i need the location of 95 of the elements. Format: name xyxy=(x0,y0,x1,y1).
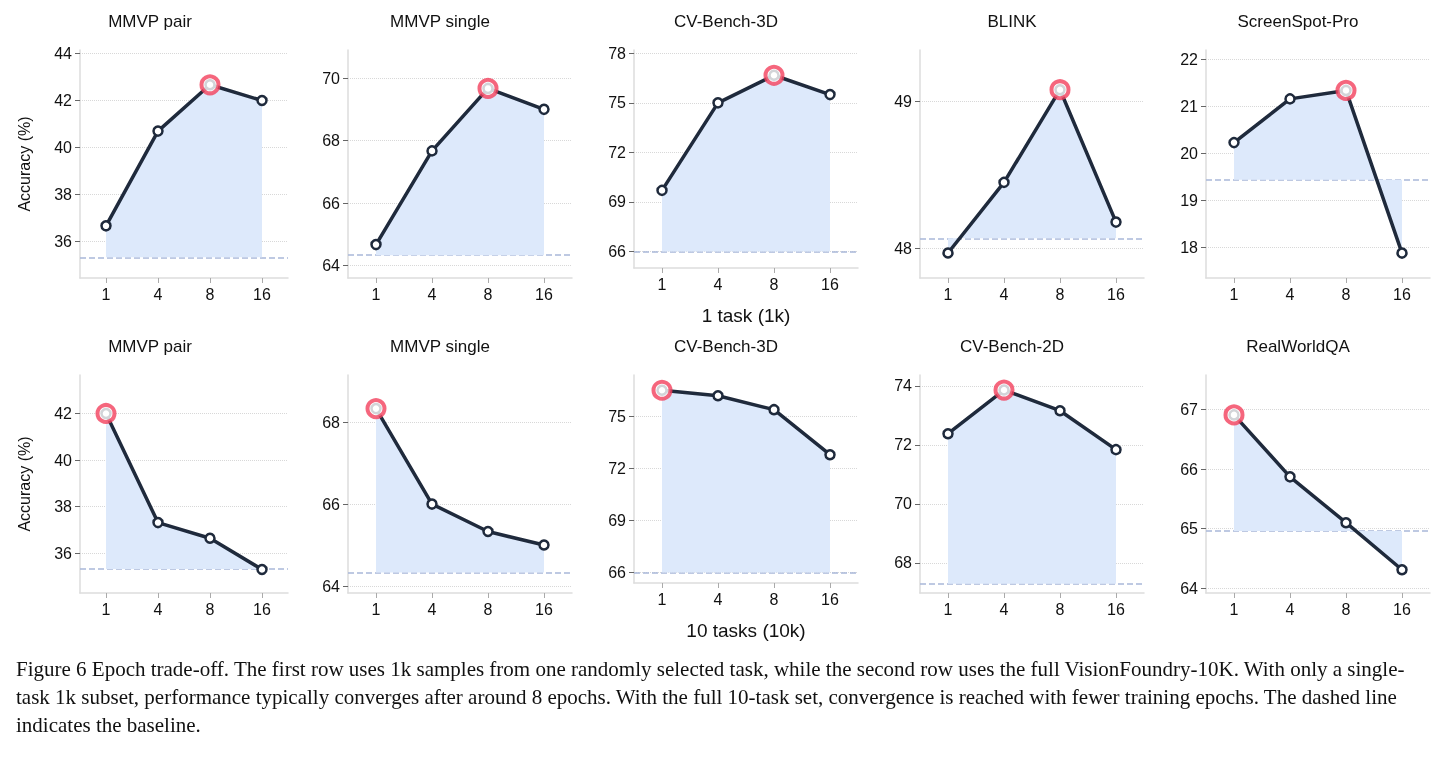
x-tick-label: 16 xyxy=(821,275,839,293)
chart-title: MMVP single xyxy=(390,12,490,31)
y-tick-label: 68 xyxy=(322,132,341,150)
x-tick-label: 8 xyxy=(205,600,215,618)
y-tick-label: 64 xyxy=(322,577,341,595)
y-tick-label: 72 xyxy=(894,436,913,454)
x-tick-label: 16 xyxy=(1393,600,1411,618)
y-tick-label: 64 xyxy=(1180,579,1199,597)
x-tick-label: 4 xyxy=(1285,285,1295,303)
x-axis-title: 10 tasks (10k) xyxy=(686,620,806,641)
x-tick-label: 1 xyxy=(943,600,953,618)
y-tick-label: 65 xyxy=(1180,520,1199,538)
x-tick-label: 1 xyxy=(1229,285,1239,303)
y-tick-label: 21 xyxy=(1180,97,1199,115)
y-tick-label: 40 xyxy=(54,451,73,469)
y-tick-label: 68 xyxy=(894,554,913,572)
y-tick-label: 75 xyxy=(608,94,627,112)
chart-title: BLINK xyxy=(987,12,1038,31)
y-tick-label: 69 xyxy=(608,193,627,211)
x-tick-label: 16 xyxy=(1107,285,1125,303)
x-tick-label: 1 xyxy=(371,600,381,618)
chart-title: RealWorldQA xyxy=(1246,337,1351,356)
x-tick-label: 1 xyxy=(371,285,381,303)
chart-title: CV-Bench-2D xyxy=(960,337,1064,356)
x-tick-label: 16 xyxy=(535,285,553,303)
y-tick-label: 75 xyxy=(608,408,627,426)
x-tick-label: 16 xyxy=(821,590,839,608)
y-tick-label: 38 xyxy=(54,186,73,204)
y-tick-label: 68 xyxy=(322,413,341,431)
x-tick-label: 4 xyxy=(427,600,437,618)
y-axis-title: Accuracy (%) xyxy=(15,116,33,212)
x-tick-label: 4 xyxy=(713,590,723,608)
y-tick-label: 42 xyxy=(54,404,73,422)
y-tick-label: 38 xyxy=(54,498,73,516)
y-tick-label: 44 xyxy=(54,45,73,63)
y-tick-label: 48 xyxy=(894,240,913,258)
x-tick-label: 8 xyxy=(1341,285,1351,303)
x-tick-label: 1 xyxy=(101,600,111,618)
x-tick-label: 4 xyxy=(999,600,1009,618)
x-tick-label: 8 xyxy=(769,275,779,293)
y-tick-label: 66 xyxy=(608,564,627,582)
y-tick-label: 36 xyxy=(54,544,73,562)
x-tick-label: 1 xyxy=(657,275,667,293)
y-tick-label: 36 xyxy=(54,233,73,251)
x-tick-label: 16 xyxy=(535,600,553,618)
y-tick-label: 72 xyxy=(608,143,627,161)
chart-title: CV-Bench-3D xyxy=(674,337,778,356)
chart-title: CV-Bench-3D xyxy=(674,12,778,31)
x-tick-label: 8 xyxy=(483,600,493,618)
y-tick-label: 66 xyxy=(1180,460,1199,478)
x-tick-label: 8 xyxy=(1055,285,1065,303)
y-tick-label: 72 xyxy=(608,460,627,478)
x-tick-label: 8 xyxy=(1055,600,1065,618)
y-tick-label: 20 xyxy=(1180,144,1199,162)
x-tick-label: 8 xyxy=(1341,600,1351,618)
x-tick-label: 4 xyxy=(153,285,163,303)
y-tick-label: 70 xyxy=(894,495,913,513)
x-tick-label: 8 xyxy=(769,590,779,608)
y-axis-title: Accuracy (%) xyxy=(15,436,33,532)
y-tick-label: 69 xyxy=(608,512,627,530)
x-tick-label: 16 xyxy=(253,600,271,618)
caption: Figure 6 Epoch trade-off. The first row uses 1k samples from one randomly selected task, while the second row uses the full VisionFoundry-10K. With only a single-task 1k subset, performance typically converges after around 8 epochs. With the full 10-task set, convergence is reached with fewer training epochs. The dashed line indicates the baseline. xyxy=(16,656,1406,739)
y-tick-label: 67 xyxy=(1180,401,1199,419)
y-tick-label: 19 xyxy=(1180,191,1199,209)
x-tick-label: 4 xyxy=(713,275,723,293)
x-tick-label: 1 xyxy=(101,285,111,303)
chart-title: MMVP single xyxy=(390,337,490,356)
x-tick-label: 16 xyxy=(1393,285,1411,303)
y-tick-label: 66 xyxy=(608,242,627,260)
x-tick-label: 4 xyxy=(999,285,1009,303)
x-tick-label: 1 xyxy=(943,285,953,303)
y-tick-label: 78 xyxy=(608,44,627,62)
y-tick-label: 70 xyxy=(322,69,341,87)
y-tick-label: 66 xyxy=(322,194,341,212)
chart-title: ScreenSpot-Pro xyxy=(1237,12,1359,31)
x-tick-label: 4 xyxy=(1285,600,1295,618)
x-tick-label: 1 xyxy=(1229,600,1239,618)
x-tick-label: 4 xyxy=(427,285,437,303)
x-axis-title: 1 task (1k) xyxy=(701,305,791,326)
y-tick-label: 40 xyxy=(54,139,73,157)
x-tick-label: 1 xyxy=(657,590,667,608)
y-tick-label: 66 xyxy=(322,495,341,513)
y-tick-label: 49 xyxy=(894,92,913,110)
y-tick-label: 74 xyxy=(894,377,913,395)
x-tick-label: 8 xyxy=(483,285,493,303)
y-tick-label: 64 xyxy=(322,257,341,275)
x-tick-label: 4 xyxy=(153,600,163,618)
chart-title: MMVP pair xyxy=(108,337,193,356)
x-tick-label: 8 xyxy=(205,285,215,303)
y-tick-label: 42 xyxy=(54,92,73,110)
x-tick-label: 16 xyxy=(253,285,271,303)
y-tick-label: 22 xyxy=(1180,50,1199,68)
chart-title: MMVP pair xyxy=(108,12,193,31)
x-tick-label: 16 xyxy=(1107,600,1125,618)
y-tick-label: 18 xyxy=(1180,238,1199,256)
